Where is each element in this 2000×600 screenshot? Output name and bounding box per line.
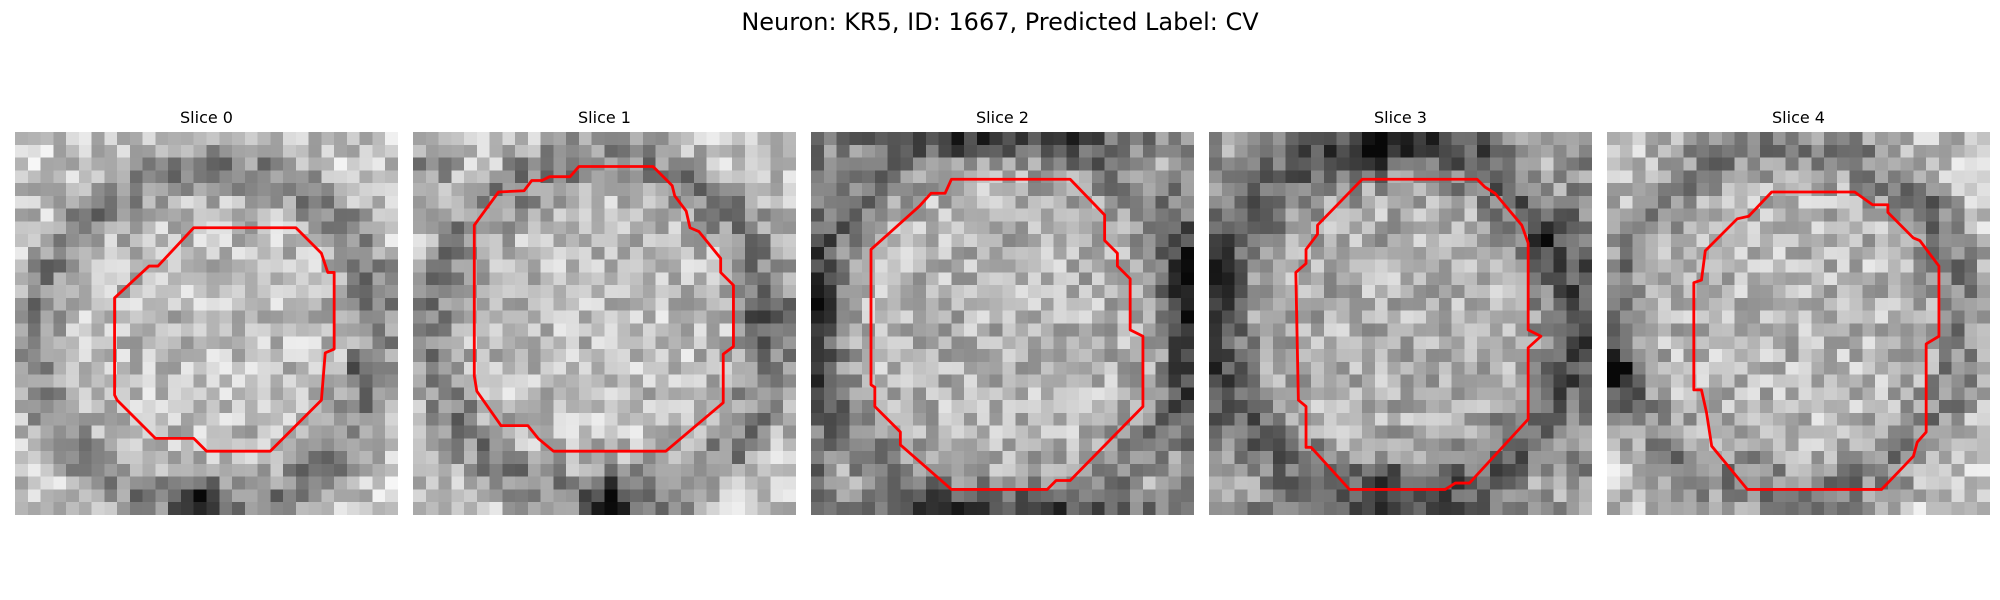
slice-image-4 <box>1607 132 1990 515</box>
slice-panel-1: Slice 1 <box>413 108 796 515</box>
slice-title-1: Slice 1 <box>413 108 796 132</box>
pixel-grid <box>1209 132 1592 515</box>
slice-title-3: Slice 3 <box>1209 108 1592 132</box>
pixel-grid <box>1607 132 1990 515</box>
pixel-grid <box>15 132 398 515</box>
slice-image-3 <box>1209 132 1592 515</box>
figure-title: Neuron: KR5, ID: 1667, Predicted Label: … <box>0 7 2000 37</box>
pixel-grid <box>811 132 1194 515</box>
slice-image-2 <box>811 132 1194 515</box>
slice-image-0 <box>15 132 398 515</box>
slice-panel-3: Slice 3 <box>1209 108 1592 515</box>
slice-image-1 <box>413 132 796 515</box>
pixel-grid <box>413 132 796 515</box>
slice-title-4: Slice 4 <box>1607 108 1990 132</box>
slice-title-2: Slice 2 <box>811 108 1194 132</box>
slice-panel-2: Slice 2 <box>811 108 1194 515</box>
slice-title-0: Slice 0 <box>15 108 398 132</box>
slice-panel-4: Slice 4 <box>1607 108 1990 515</box>
slice-panel-0: Slice 0 <box>15 108 398 515</box>
